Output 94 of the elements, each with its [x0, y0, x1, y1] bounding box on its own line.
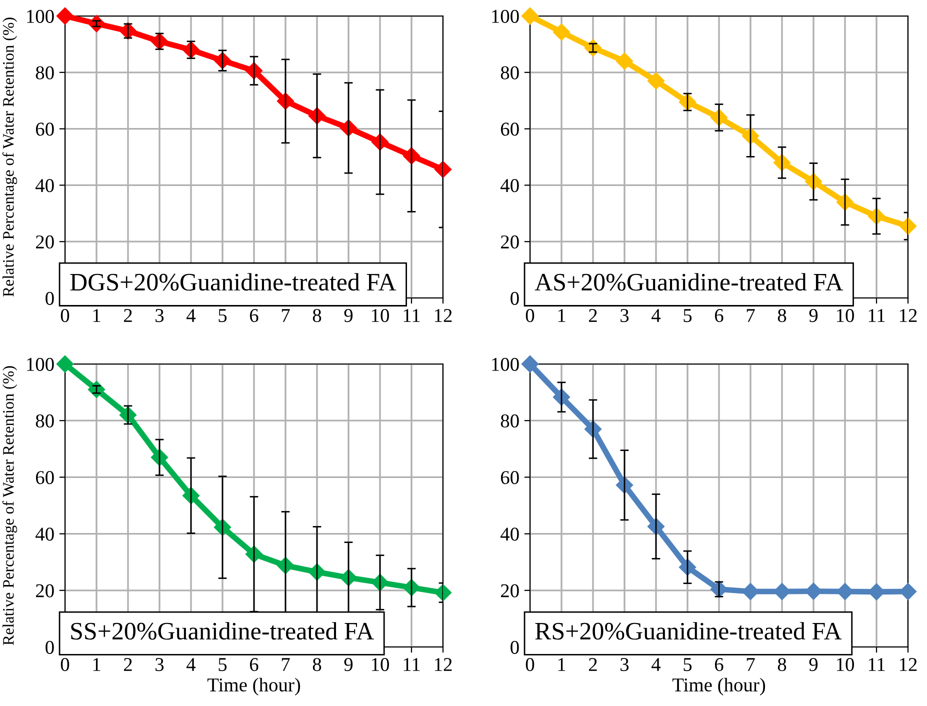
- x-tick-label: 1: [93, 309, 100, 322]
- x-tick-label: 4: [186, 658, 196, 671]
- x-tick-label: 12: [900, 658, 917, 671]
- x-tick-label: 2: [124, 309, 132, 322]
- annotation: DGS+20%Guanidine-treated FA: [70, 273, 396, 291]
- x-tick-label: 1: [558, 658, 566, 671]
- x-axis-title: Time (hour): [207, 678, 300, 696]
- point: [434, 160, 452, 178]
- y-tick-label: 20: [36, 584, 54, 598]
- point: [521, 7, 539, 25]
- y-tick-label: 100: [492, 358, 519, 371]
- x-tick-label: 3: [620, 658, 629, 672]
- x-tick-label: 6: [714, 309, 724, 322]
- x-tick-label: 0: [526, 308, 534, 322]
- x-tick-label: 8: [312, 658, 322, 672]
- x-tick-label: 6: [250, 309, 258, 322]
- x-tick-label: 6: [714, 658, 724, 672]
- x-tick-label: 3: [156, 309, 164, 322]
- point: [56, 7, 74, 25]
- x-tick-label: 9: [344, 309, 353, 322]
- y-tick-label: 40: [500, 528, 519, 541]
- point: [434, 584, 452, 602]
- x-tick-label: 5: [684, 658, 692, 672]
- y-tick-label: 60: [500, 122, 519, 136]
- y-tick-label: 60: [36, 122, 54, 136]
- point: [56, 355, 74, 373]
- y-tick-label: 60: [36, 471, 54, 484]
- x-tick-label: 3: [156, 658, 164, 672]
- x-tick-label: 4: [652, 658, 661, 671]
- x-tick-label: 2: [588, 309, 597, 322]
- y-tick-label: 100: [492, 10, 519, 23]
- y-tick-label: 20: [500, 584, 519, 598]
- x-tick-label: 10: [372, 658, 389, 672]
- x-tick-label: 8: [778, 658, 786, 672]
- y-tick-label: 100: [27, 10, 54, 23]
- y-tick-label: 80: [36, 414, 54, 428]
- x-tick-label: 2: [588, 658, 597, 671]
- x-axis-title: Time (hour): [672, 678, 766, 696]
- y-tick-label: 60: [500, 471, 519, 484]
- x-tick-label: 0: [526, 658, 534, 672]
- y-tick-label: 40: [500, 179, 519, 192]
- y-tick-label: 40: [36, 528, 54, 541]
- y-tick-label: 0: [46, 292, 54, 305]
- y-tick-label: 80: [500, 66, 519, 80]
- point: [899, 218, 917, 235]
- x-tick-label: 4: [186, 309, 196, 322]
- x-tick-label: 9: [809, 309, 818, 322]
- x-tick-label: 7: [746, 658, 755, 671]
- x-tick-label: 12: [434, 658, 452, 671]
- x-tick-label: 0: [60, 308, 70, 322]
- point: [616, 52, 634, 70]
- x-tick-label: 7: [282, 658, 290, 671]
- x-tick-label: 4: [652, 309, 661, 322]
- y-axis-title: Relative Percentage of Water Retention (%): [2, 18, 18, 297]
- x-tick-label: 12: [900, 309, 917, 322]
- x-tick-label: 3: [620, 309, 629, 322]
- x-tick-label: 11: [404, 658, 420, 671]
- annotation: SS+20%Guanidine-treated FA: [71, 622, 374, 640]
- y-tick-label: 0: [510, 640, 519, 654]
- annotation: RS+20%Guanidine-treated FA: [535, 622, 842, 640]
- x-tick-label: 8: [312, 308, 322, 322]
- y-tick-label: 20: [36, 235, 54, 249]
- x-tick-label: 9: [809, 658, 818, 672]
- x-tick-label: 10: [372, 308, 389, 322]
- y-axis-title: Relative Percentage of Water Retention (%): [2, 366, 18, 646]
- y-tick-label: 20: [500, 235, 519, 249]
- x-tick-label: 7: [746, 309, 755, 322]
- x-tick-label: 7: [282, 309, 290, 322]
- y-tick-label: 40: [36, 179, 54, 192]
- point: [647, 72, 665, 90]
- y-tick-label: 80: [500, 414, 519, 428]
- x-tick-label: 11: [868, 658, 885, 671]
- y-tick-label: 80: [36, 66, 54, 80]
- x-tick-label: 5: [218, 658, 227, 672]
- y-tick-label: 0: [46, 640, 54, 654]
- x-tick-label: 11: [868, 309, 885, 322]
- annotation: AS+20%Guanidine-treated FA: [534, 273, 844, 291]
- x-tick-label: 0: [60, 658, 70, 672]
- x-tick-label: 10: [836, 658, 854, 672]
- x-tick-label: 8: [778, 308, 786, 322]
- x-tick-label: 12: [434, 309, 452, 322]
- x-tick-label: 11: [404, 309, 420, 322]
- x-tick-label: 5: [218, 309, 227, 322]
- x-tick-label: 9: [344, 658, 353, 672]
- x-tick-label: 10: [836, 308, 854, 322]
- x-tick-label: 6: [250, 658, 258, 672]
- y-tick-label: 100: [27, 358, 54, 371]
- point: [521, 355, 539, 373]
- x-tick-label: 5: [684, 309, 692, 322]
- x-tick-label: 2: [124, 658, 132, 671]
- y-tick-label: 0: [510, 292, 519, 305]
- point: [552, 24, 570, 41]
- x-tick-label: 1: [93, 658, 100, 671]
- x-tick-label: 1: [558, 309, 566, 322]
